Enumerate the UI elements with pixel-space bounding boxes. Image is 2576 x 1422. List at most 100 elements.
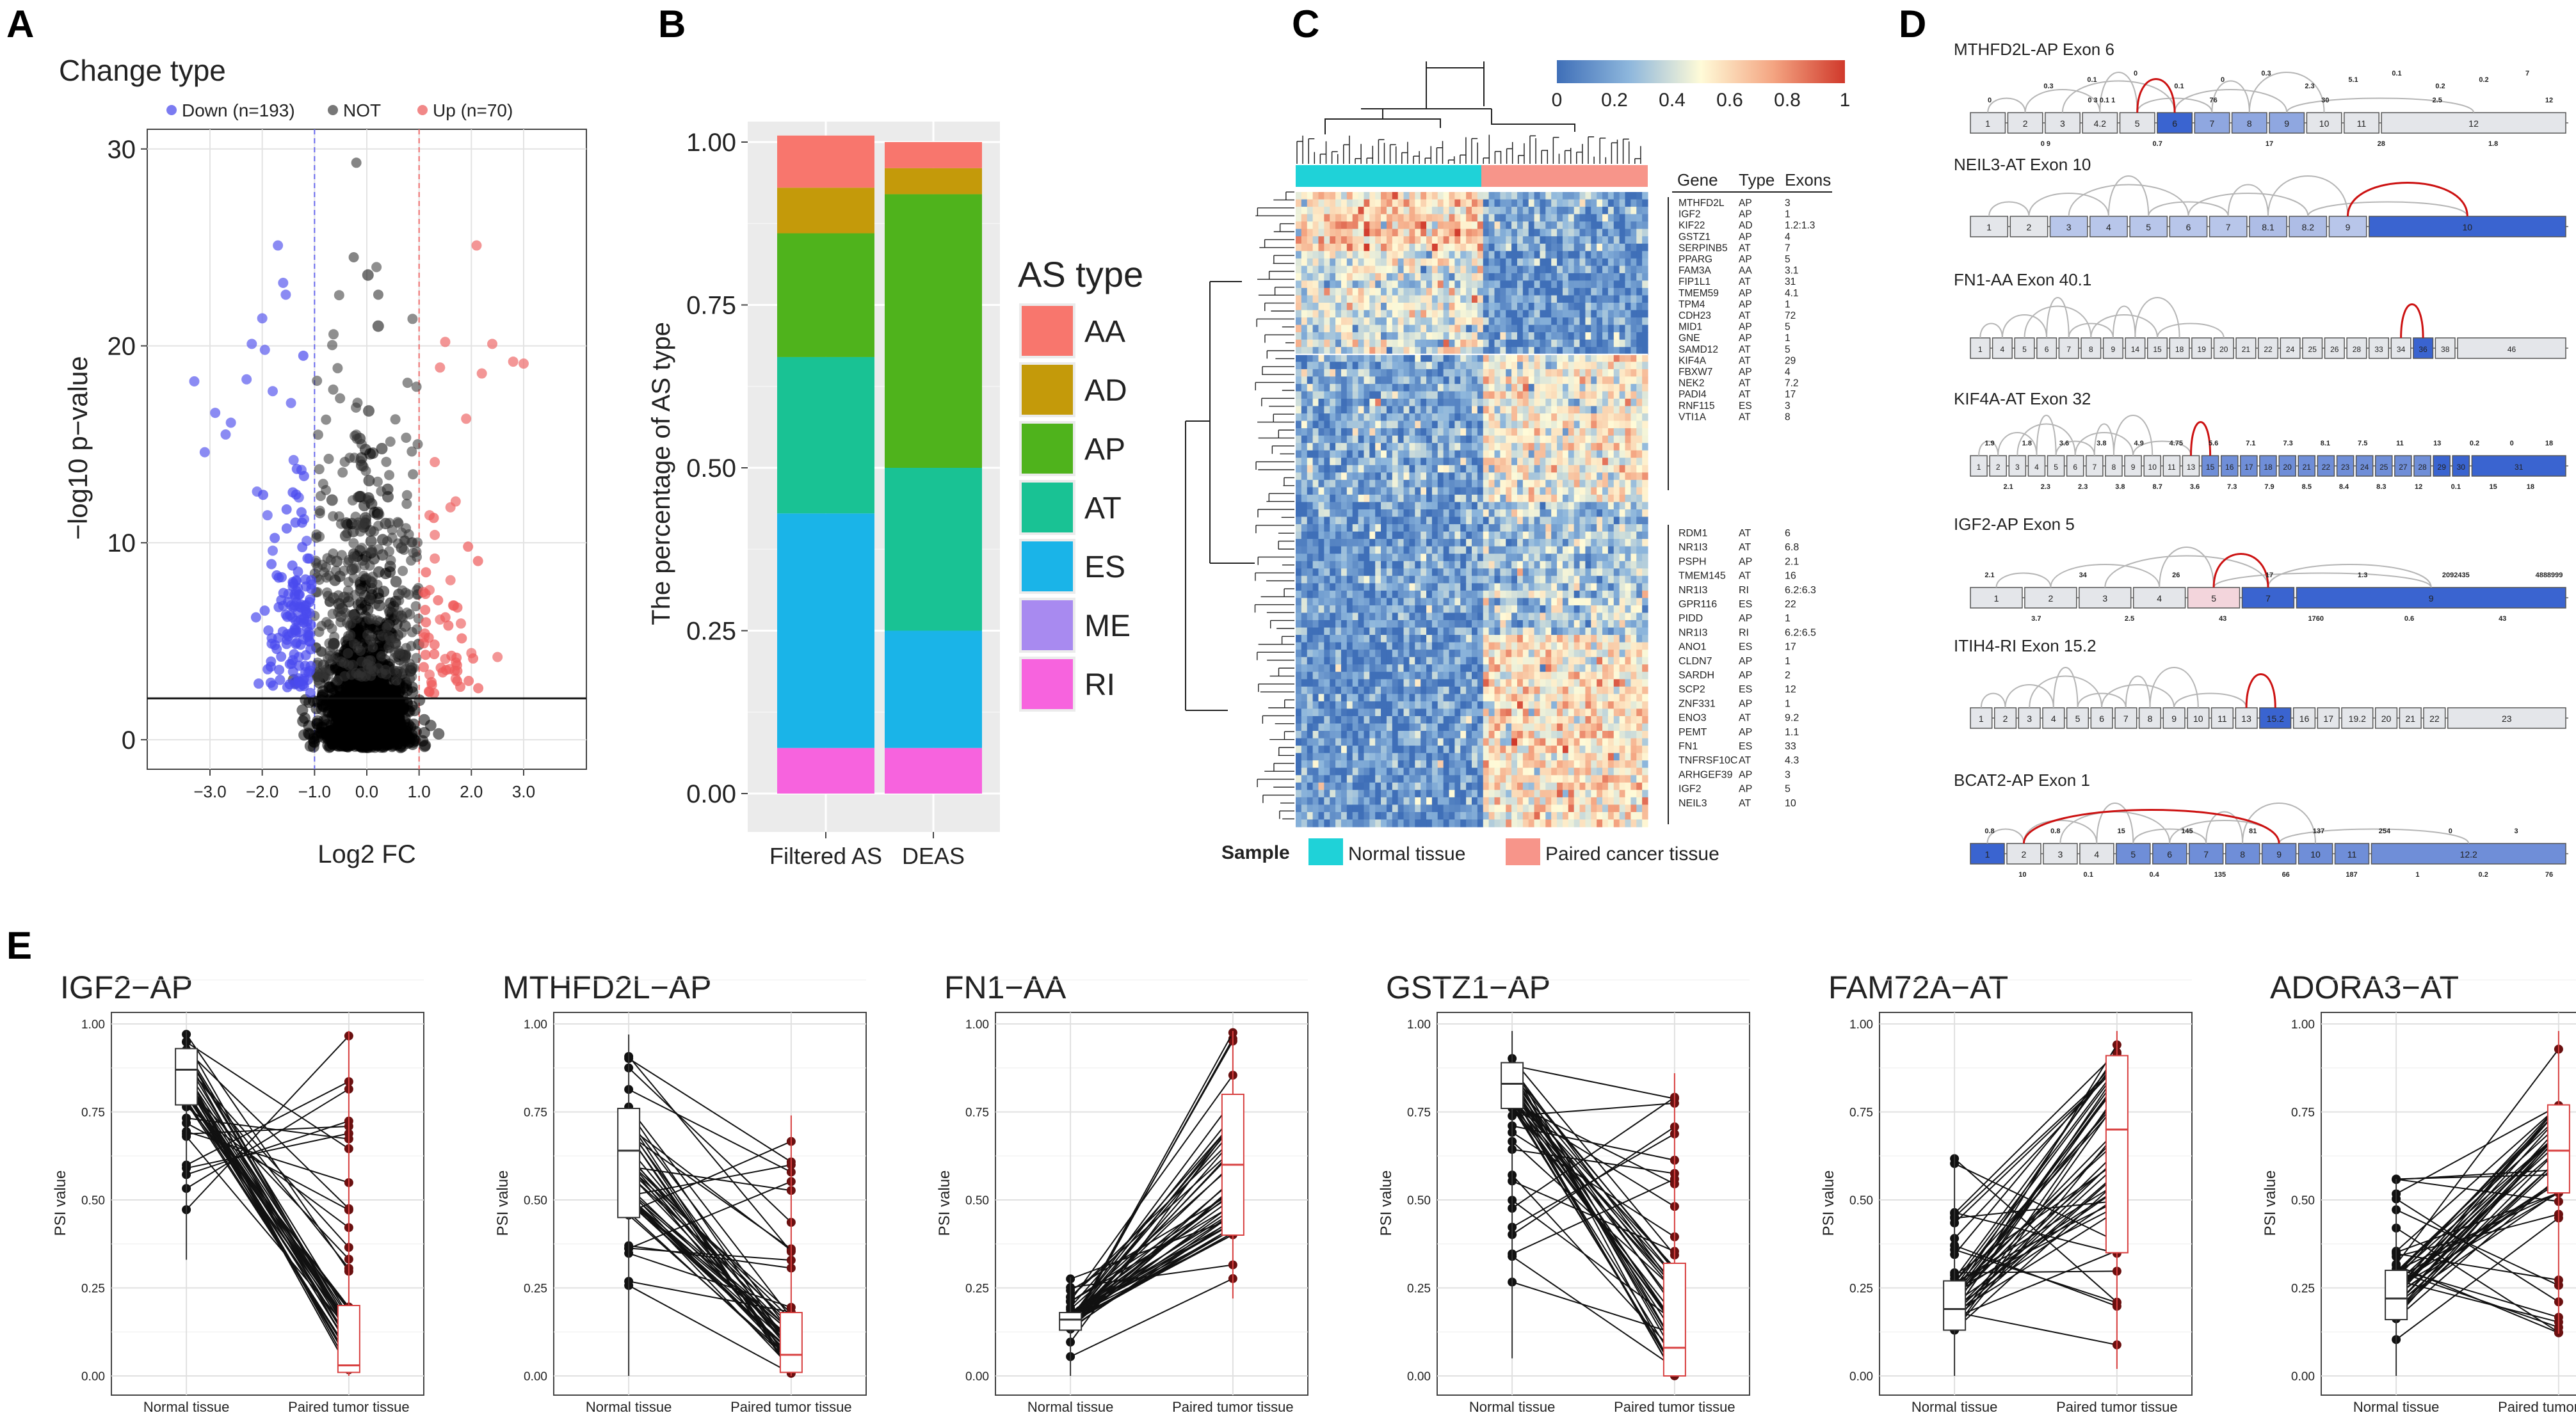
heat-cell: [1494, 287, 1501, 296]
heat-cell: [1506, 494, 1512, 503]
heat-cell: [1585, 435, 1591, 443]
heat-cell: [1358, 199, 1365, 207]
heat-cell: [1397, 236, 1405, 244]
heat-cell: [1477, 280, 1484, 289]
heat-cell: [1494, 273, 1501, 282]
heat-cell: [1324, 192, 1330, 200]
heat-cell: [1613, 487, 1620, 495]
heat-cell: [1318, 236, 1324, 244]
heat-cell: [1443, 214, 1450, 222]
heat-cell: [1506, 295, 1512, 303]
heat-cell: [1472, 303, 1478, 311]
heat-cell: [1602, 465, 1609, 473]
heat-cell: [1630, 369, 1637, 377]
heat-cell: [1426, 391, 1433, 399]
heat-cell: [1613, 317, 1620, 326]
heat-cell: [1522, 258, 1529, 266]
heat-cell: [1312, 221, 1319, 230]
heat-cell: [1324, 207, 1330, 215]
heat-cell: [1375, 428, 1381, 436]
heat-cell: [1500, 310, 1506, 318]
heat-cell: [1301, 324, 1308, 333]
heat-cell: [1335, 207, 1342, 215]
heat-cell: [1454, 214, 1461, 222]
heat-cell: [1602, 221, 1609, 230]
heat-cell: [1472, 450, 1478, 458]
heat-cell: [1472, 443, 1478, 451]
heat-cell: [1494, 266, 1501, 274]
heat-cell: [1318, 258, 1324, 266]
heat-cell: [1579, 236, 1586, 244]
heat-cell: [1352, 413, 1359, 422]
heat-cell: [1437, 391, 1444, 399]
down-point: [276, 651, 287, 662]
heat-cell: [1517, 450, 1524, 458]
heat-cell: [1443, 376, 1450, 385]
heat-cell: [1449, 228, 1455, 237]
heat-cell: [1500, 472, 1506, 481]
heat-cell: [1636, 450, 1643, 458]
heat-cell: [1421, 472, 1427, 481]
heat-cell: [1301, 413, 1308, 422]
heat-cell: [1579, 228, 1586, 237]
heat-cell: [1346, 487, 1353, 495]
heat-cell: [1517, 369, 1524, 377]
heat-cell: [1415, 280, 1421, 289]
heat-cell: [1307, 221, 1314, 230]
heat-cell: [1409, 214, 1415, 222]
heat-cell: [1534, 450, 1541, 458]
heat-cell: [1415, 324, 1421, 333]
heat-cell: [1630, 428, 1637, 436]
heat-cell: [1642, 214, 1648, 222]
ns-point: [394, 595, 405, 606]
heat-cell: [1483, 494, 1490, 503]
heat-cell: [1443, 369, 1450, 377]
heat-cell: [1324, 228, 1330, 237]
heat-cell: [1625, 487, 1631, 495]
heat-cell: [1562, 207, 1569, 215]
heat-cell: [1340, 258, 1348, 266]
heat-cell: [1540, 295, 1546, 303]
heat-cell: [1358, 458, 1365, 466]
heat-cell: [1403, 280, 1410, 289]
heat-cell: [1426, 310, 1433, 318]
heat-cell: [1460, 287, 1467, 296]
heat-cell: [1591, 428, 1597, 436]
legend-text-ME: ME: [1084, 609, 1131, 643]
heat-cell: [1636, 354, 1643, 362]
heat-cell: [1466, 406, 1472, 414]
heat-cell: [1392, 243, 1399, 252]
heat-cell: [1454, 479, 1461, 488]
heat-cell: [1562, 383, 1569, 392]
heat-cell: [1494, 347, 1501, 355]
heat-cell: [1602, 332, 1609, 340]
heat-cell: [1562, 273, 1569, 282]
heat-cell: [1591, 236, 1597, 244]
legend-text-AP: AP: [1084, 433, 1125, 467]
heat-cell: [1545, 273, 1552, 282]
heat-cell: [1403, 339, 1410, 348]
heat-cell: [1642, 443, 1648, 451]
heat-cell: [1597, 479, 1603, 488]
heat-cell: [1597, 398, 1603, 407]
ns-point: [357, 520, 367, 531]
heat-cell: [1460, 450, 1467, 458]
heat-cell: [1630, 487, 1637, 495]
heat-cell: [1381, 465, 1387, 473]
heat-cell: [1568, 369, 1575, 377]
heat-cell: [1358, 251, 1365, 259]
ns-point: [351, 433, 362, 444]
heat-cell: [1585, 199, 1591, 207]
heat-cell: [1562, 310, 1569, 318]
heat-cell: [1528, 303, 1535, 311]
heat-cell: [1397, 228, 1405, 237]
heat-cell: [1460, 354, 1467, 362]
ns-point: [402, 378, 413, 388]
heat-cell: [1312, 435, 1319, 443]
heat-cell: [1506, 251, 1512, 259]
heat-cell: [1352, 465, 1359, 473]
heat-cell: [1381, 458, 1387, 466]
heat-cell: [1358, 332, 1365, 340]
heat-cell: [1375, 266, 1381, 274]
ns-point: [385, 555, 396, 566]
